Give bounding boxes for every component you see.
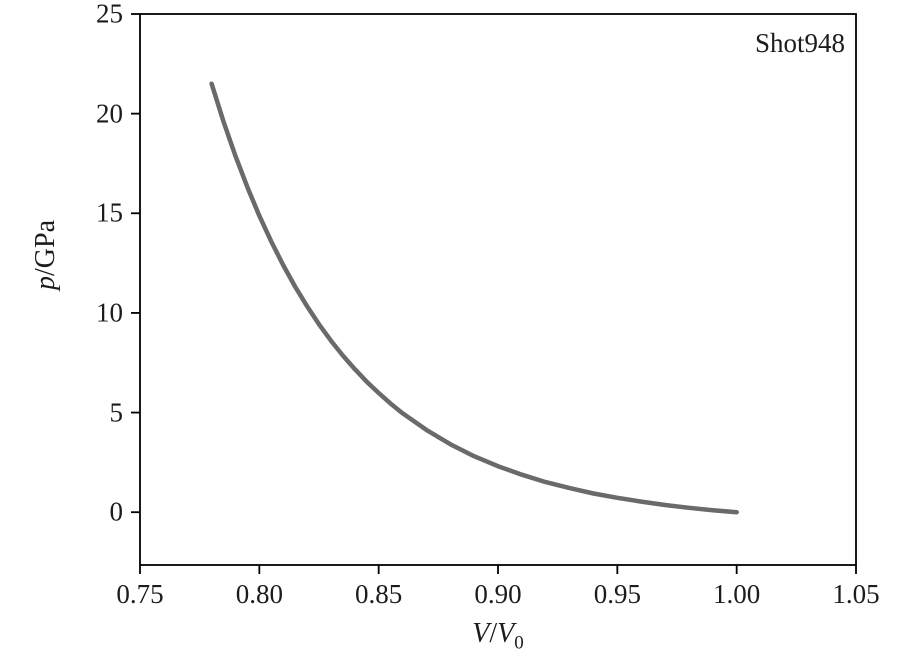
y-axis-label: p/GPa [30, 220, 62, 290]
x-tick-label: 1.00 [713, 579, 761, 609]
y-tick-label: 25 [96, 0, 123, 29]
x-tick-label: 0.75 [116, 579, 164, 609]
x-tick-label: 0.85 [355, 579, 403, 609]
annotation-shot-label: Shot948 [754, 28, 845, 58]
plot-frame [139, 13, 857, 566]
y-tick-label: 15 [96, 197, 123, 228]
y-tick-label: 10 [96, 297, 123, 328]
x-axis-label-var2: V [497, 618, 515, 649]
y-tick-label: 5 [109, 397, 124, 428]
x-tick-label: 1.05 [832, 579, 880, 609]
data-curve [209, 81, 739, 515]
x-tick-label: 0.80 [235, 579, 283, 609]
x-axis-label: V/V0 [472, 618, 524, 655]
y-tick-label: 20 [96, 98, 123, 129]
y-axis-label-var: p [30, 276, 61, 290]
x-tick-label: 0.95 [593, 579, 641, 609]
y-axis-label-rest: /GPa [30, 220, 61, 276]
x-axis-label-subscript: 0 [514, 632, 524, 654]
y-tick-label: 0 [109, 496, 124, 527]
x-tick-label: 0.90 [474, 579, 522, 609]
x-axis-label-var1: V [472, 618, 490, 649]
x-axis-label-slash: / [489, 618, 498, 649]
